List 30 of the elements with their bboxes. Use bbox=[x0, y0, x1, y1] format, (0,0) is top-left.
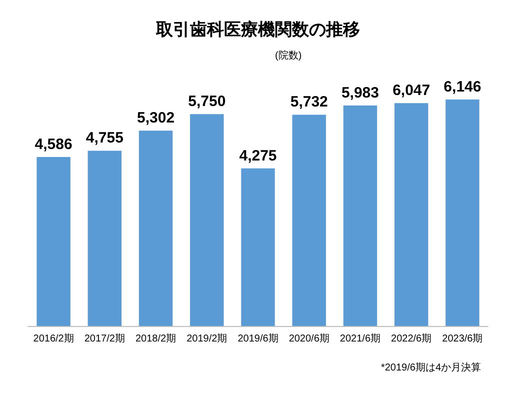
data-label: 4,275 bbox=[239, 147, 277, 164]
bar bbox=[446, 99, 480, 326]
x-tick-label: 2019/6期 bbox=[238, 332, 278, 344]
bar bbox=[241, 168, 275, 326]
x-tick-label: 2020/6期 bbox=[288, 332, 330, 344]
bar bbox=[138, 130, 173, 326]
data-label: 4,586 bbox=[34, 136, 72, 153]
bar bbox=[190, 114, 224, 326]
data-label: 5,750 bbox=[188, 93, 226, 110]
data-label: 6,047 bbox=[392, 82, 430, 100]
bar bbox=[36, 156, 70, 326]
data-label: 5,732 bbox=[290, 94, 328, 111]
x-tick-label: 2022/6期 bbox=[391, 332, 432, 344]
bar bbox=[343, 105, 378, 326]
data-label: 5,983 bbox=[341, 84, 379, 102]
data-label: 6,146 bbox=[444, 78, 482, 96]
bar bbox=[88, 150, 122, 326]
text: *2019/6期は4か月決算 bbox=[380, 362, 482, 374]
x-tick-label: 2018/2期 bbox=[135, 332, 176, 344]
chart-title: 取引歯科医療機関数の推移 bbox=[155, 20, 360, 39]
bar bbox=[292, 114, 326, 326]
bar bbox=[394, 103, 428, 326]
x-tick-label: 2019/2期 bbox=[186, 332, 228, 344]
x-tick-label: 2023/6期 bbox=[442, 332, 483, 344]
data-label: 4,755 bbox=[86, 130, 124, 147]
data-label: 5,302 bbox=[137, 110, 175, 127]
x-tick-label: 2017/2期 bbox=[84, 332, 125, 344]
chart-subtitle: (院数) bbox=[275, 50, 302, 62]
x-tick-label: 2021/6期 bbox=[340, 332, 381, 344]
x-tick-label: 2016/2期 bbox=[33, 332, 74, 344]
